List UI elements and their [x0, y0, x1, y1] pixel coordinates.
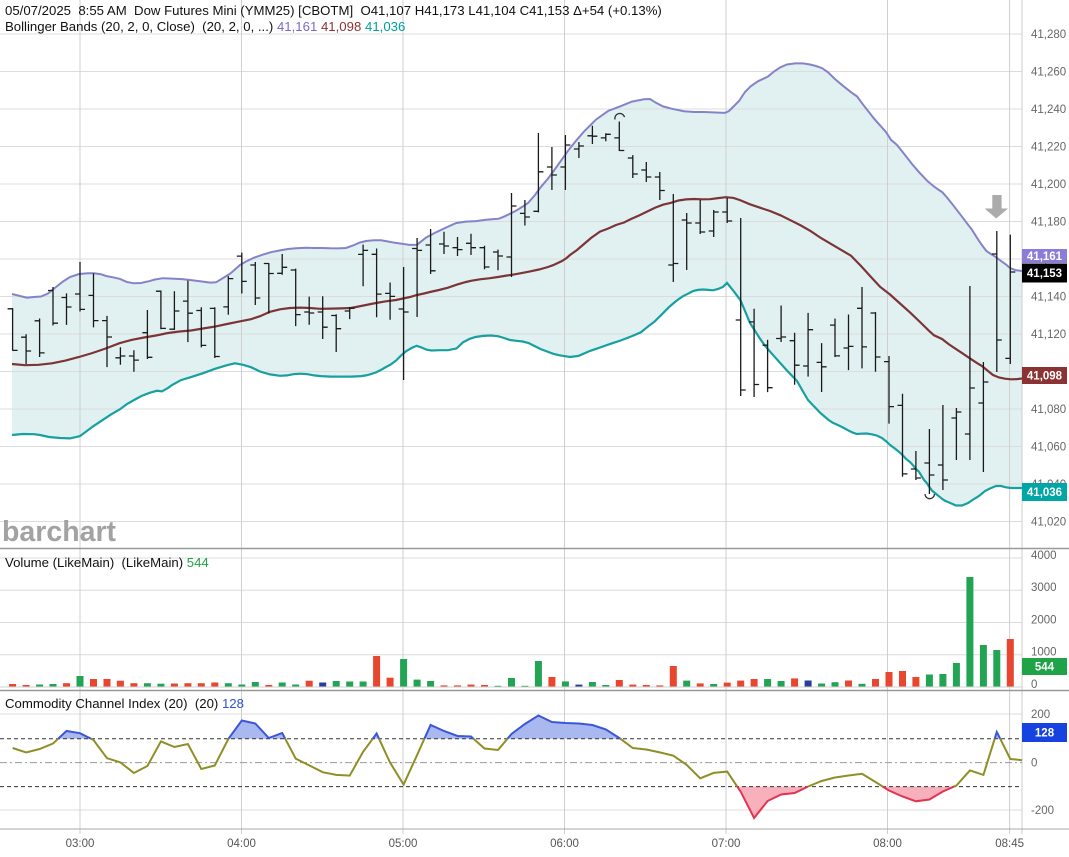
svg-text:06:00: 06:00	[550, 838, 579, 850]
svg-text:05:00: 05:00	[389, 838, 418, 850]
svg-text:2000: 2000	[1031, 615, 1057, 627]
svg-text:41,060: 41,060	[1031, 442, 1066, 454]
svg-text:4000: 4000	[1031, 550, 1057, 562]
svg-text:05/07/2025 8:55 AM Dow Futur: 05/07/2025 8:55 AM Dow Futures Mini (YMM…	[5, 3, 662, 18]
svg-text:41,260: 41,260	[1031, 67, 1066, 79]
svg-text:08:45: 08:45	[995, 838, 1024, 850]
svg-text:41,098: 41,098	[1027, 371, 1063, 383]
svg-text:41,240: 41,240	[1031, 104, 1066, 116]
svg-text:41,036: 41,036	[1027, 487, 1062, 499]
svg-text:41,180: 41,180	[1031, 217, 1066, 229]
svg-text:03:00: 03:00	[66, 838, 95, 850]
svg-text:-200: -200	[1031, 805, 1054, 817]
svg-text:Bollinger Bands (20, 2, 0, Clo: Bollinger Bands (20, 2, 0, Close) (20, 2…	[5, 19, 405, 34]
svg-text:Commodity Channel Index (20): Commodity Channel Index (20) (20) 128	[5, 696, 244, 711]
svg-text:04:00: 04:00	[227, 838, 256, 850]
svg-text:41,140: 41,140	[1031, 292, 1066, 304]
svg-text:Volume (LikeMain) (LikeMain): Volume (LikeMain) (LikeMain) 544	[5, 555, 209, 570]
svg-text:41,161: 41,161	[1027, 251, 1063, 263]
svg-text:41,020: 41,020	[1031, 517, 1066, 529]
svg-text:0: 0	[1031, 758, 1037, 770]
svg-text:41,080: 41,080	[1031, 404, 1066, 416]
svg-text:41,153: 41,153	[1027, 268, 1062, 280]
svg-text:3000: 3000	[1031, 582, 1057, 594]
svg-text:128: 128	[1035, 728, 1055, 740]
svg-text:41,200: 41,200	[1031, 179, 1066, 191]
svg-text:41,280: 41,280	[1031, 29, 1066, 41]
svg-text:41,220: 41,220	[1031, 142, 1066, 154]
svg-text:07:00: 07:00	[712, 838, 741, 850]
svg-text:544: 544	[1035, 662, 1055, 674]
svg-text:barchart: barchart	[2, 516, 117, 548]
svg-text:1000: 1000	[1031, 647, 1057, 659]
svg-text:41,120: 41,120	[1031, 329, 1066, 341]
svg-text:0: 0	[1031, 679, 1037, 691]
svg-text:08:00: 08:00	[873, 838, 902, 850]
svg-text:200: 200	[1031, 709, 1050, 721]
